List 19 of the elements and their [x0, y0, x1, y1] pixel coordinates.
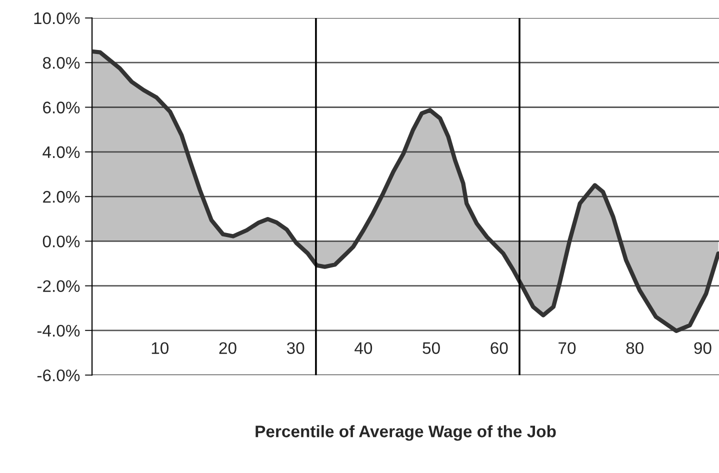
- x-tick-label: 40: [354, 342, 372, 354]
- x-tick-label: 90: [694, 342, 712, 354]
- x-tick-label: 20: [219, 342, 236, 354]
- x-tick-label: 10: [152, 342, 169, 354]
- y-tick-label: -4.0%: [37, 324, 80, 337]
- x-tick-label: 30: [286, 342, 304, 354]
- x-tick-label: 80: [626, 342, 644, 354]
- y-tick-label: 2.0%: [43, 190, 80, 203]
- y-tick-label: -2.0%: [37, 280, 80, 292]
- x-tick-label: 50: [422, 342, 440, 354]
- x-axis-title: Percentile of Average Wage of the Job: [256, 425, 556, 441]
- y-tick-label: -6.0%: [37, 369, 80, 382]
- y-tick-label: 6.0%: [43, 102, 80, 114]
- y-tick-label: 4.0%: [42, 146, 80, 158]
- x-tick-label: 70: [558, 342, 576, 354]
- y-tick-label: 10.0%: [34, 12, 80, 24]
- y-tick-label: 0.0%: [42, 236, 80, 248]
- y-tick-label: 8.0%: [42, 57, 80, 69]
- x-tick-label: 60: [490, 342, 508, 354]
